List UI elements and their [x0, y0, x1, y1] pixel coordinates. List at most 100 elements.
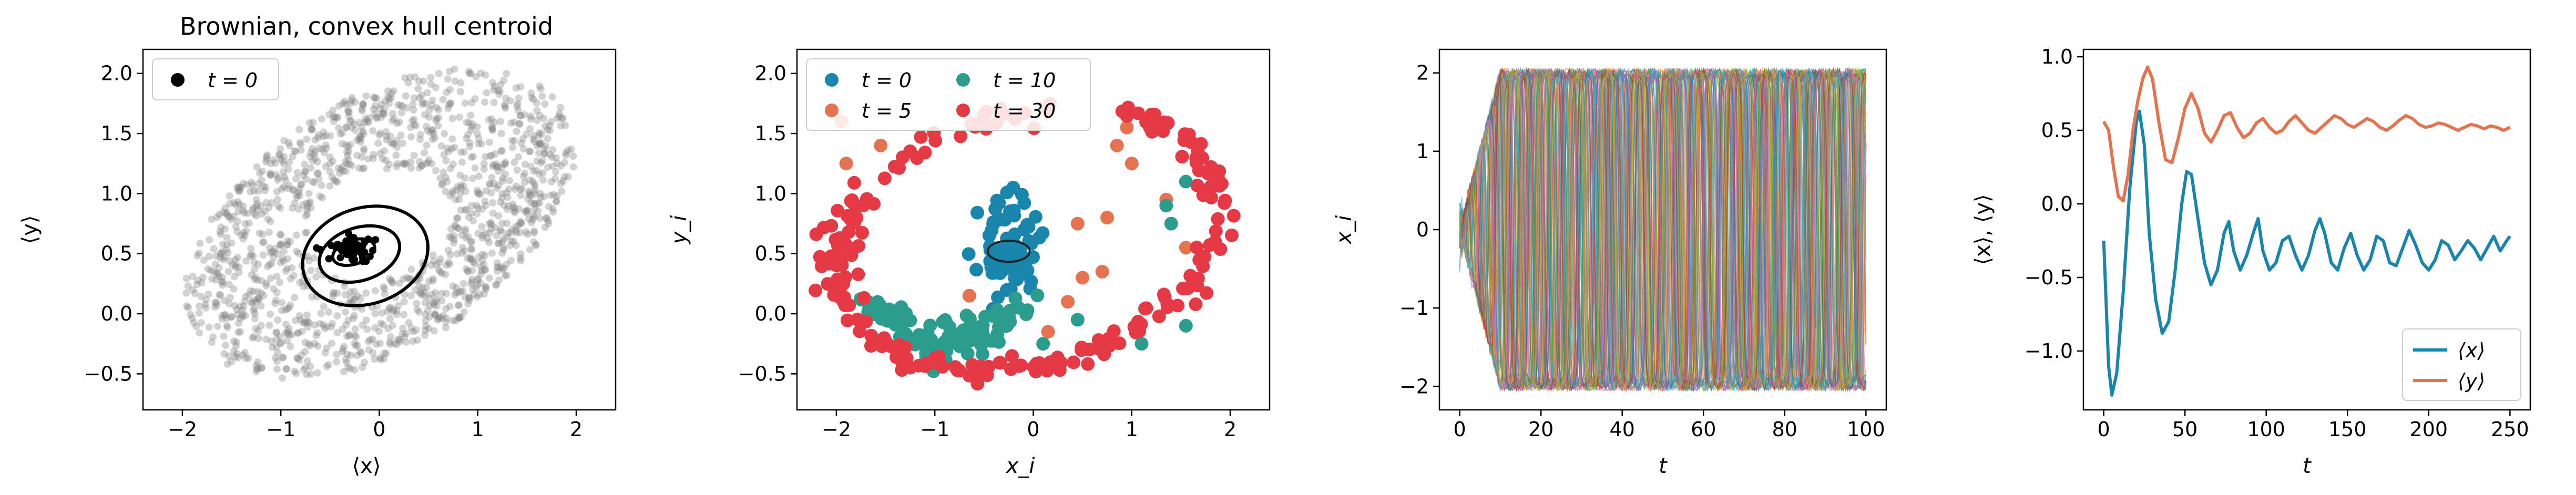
cloud-point	[315, 175, 323, 183]
cloud-point	[427, 262, 435, 270]
cloud-point	[342, 141, 350, 149]
cloud-point	[426, 128, 434, 136]
cloud-point	[468, 120, 476, 128]
cloud-point	[392, 151, 400, 159]
cloud-point	[393, 311, 401, 318]
cloud-point	[238, 311, 246, 318]
cloud-point	[516, 229, 524, 236]
cloud-point	[410, 116, 418, 123]
cloud-point	[289, 187, 297, 194]
cloud-point	[432, 84, 439, 91]
cloud-point	[517, 191, 525, 199]
cloud-point	[343, 148, 351, 156]
cloud-point	[490, 119, 498, 127]
cloud-point	[498, 177, 506, 185]
cloud-point	[251, 265, 259, 273]
data-point	[1030, 288, 1045, 303]
cloud-point	[371, 102, 379, 110]
cloud-point	[389, 279, 396, 287]
cloud-point	[272, 328, 280, 336]
cloud-point	[362, 92, 370, 100]
data-point	[1156, 124, 1170, 138]
cloud-point	[383, 136, 391, 143]
data-area	[182, 65, 577, 382]
cloud-point	[314, 134, 322, 142]
cloud-point	[400, 298, 408, 306]
cloud-point	[455, 288, 463, 296]
cloud-point	[254, 358, 262, 366]
cloud-point	[335, 124, 343, 132]
cloud-point	[273, 357, 281, 365]
data-point	[1000, 231, 1014, 245]
cloud-point	[497, 130, 505, 138]
cloud-point	[216, 211, 223, 219]
cloud-point	[549, 162, 557, 170]
cloud-point	[233, 254, 241, 262]
cloud-point	[407, 292, 415, 300]
cloud-point	[465, 294, 473, 302]
cloud-point	[247, 298, 255, 306]
cloud-point	[235, 186, 243, 194]
cloud-point	[237, 183, 245, 191]
cloud-point	[388, 89, 396, 97]
cloud-point	[477, 69, 485, 77]
cloud-point	[261, 187, 269, 194]
cloud-point	[270, 248, 278, 256]
cloud-point	[382, 128, 390, 136]
cloud-point	[412, 326, 420, 334]
cloud-point	[325, 308, 333, 316]
cloud-point	[270, 156, 278, 164]
cloud-point	[182, 289, 190, 297]
data-point	[1010, 272, 1024, 286]
cloud-point	[522, 207, 529, 215]
cloud-point	[507, 229, 515, 236]
cloud-point	[302, 212, 310, 220]
data-point	[998, 213, 1012, 227]
data-point	[847, 216, 861, 230]
cloud-point	[527, 112, 535, 120]
cloud-point	[467, 202, 475, 210]
cloud-point	[497, 118, 505, 126]
series-t=5	[834, 115, 1193, 339]
data-point	[1102, 339, 1117, 353]
cloud-point	[216, 228, 224, 235]
cloud-point	[279, 353, 287, 361]
cloud-point	[370, 94, 377, 101]
cloud-point	[415, 77, 423, 85]
cloud-point	[335, 102, 343, 110]
cloud-point	[529, 211, 537, 219]
cloud-point	[497, 147, 505, 155]
cloud-point	[422, 317, 430, 325]
cloud-point	[326, 132, 334, 140]
cloud-point	[280, 137, 288, 145]
x-tick-label: 0	[2098, 418, 2110, 441]
cloud-point	[376, 354, 384, 362]
cloud-point	[469, 259, 477, 266]
cloud-point	[355, 164, 363, 172]
cloud-point	[394, 302, 402, 310]
cloud-point	[274, 316, 282, 324]
cloud-point	[232, 223, 240, 231]
cloud-point	[428, 96, 436, 104]
cloud-point	[525, 189, 533, 197]
cloud-point	[452, 186, 460, 194]
cloud-point	[493, 184, 500, 192]
cloud-point	[187, 311, 195, 318]
cloud-point	[488, 122, 496, 130]
cloud-point	[342, 158, 350, 166]
cloud-point	[371, 94, 379, 102]
cloud-point	[407, 123, 415, 131]
data-point	[840, 313, 854, 327]
cloud-point	[284, 184, 292, 192]
cloud-point	[498, 147, 506, 154]
cloud-point	[387, 139, 395, 147]
cloud-point	[360, 164, 368, 172]
cloud-point	[344, 106, 352, 114]
cloud-point	[347, 123, 355, 131]
trajectory-line	[1459, 67, 1866, 393]
cloud-point	[428, 160, 436, 168]
cloud-point	[301, 318, 309, 326]
cloud-point	[448, 115, 456, 122]
cloud-point	[233, 305, 241, 313]
x-tick-label: −2	[168, 418, 197, 441]
